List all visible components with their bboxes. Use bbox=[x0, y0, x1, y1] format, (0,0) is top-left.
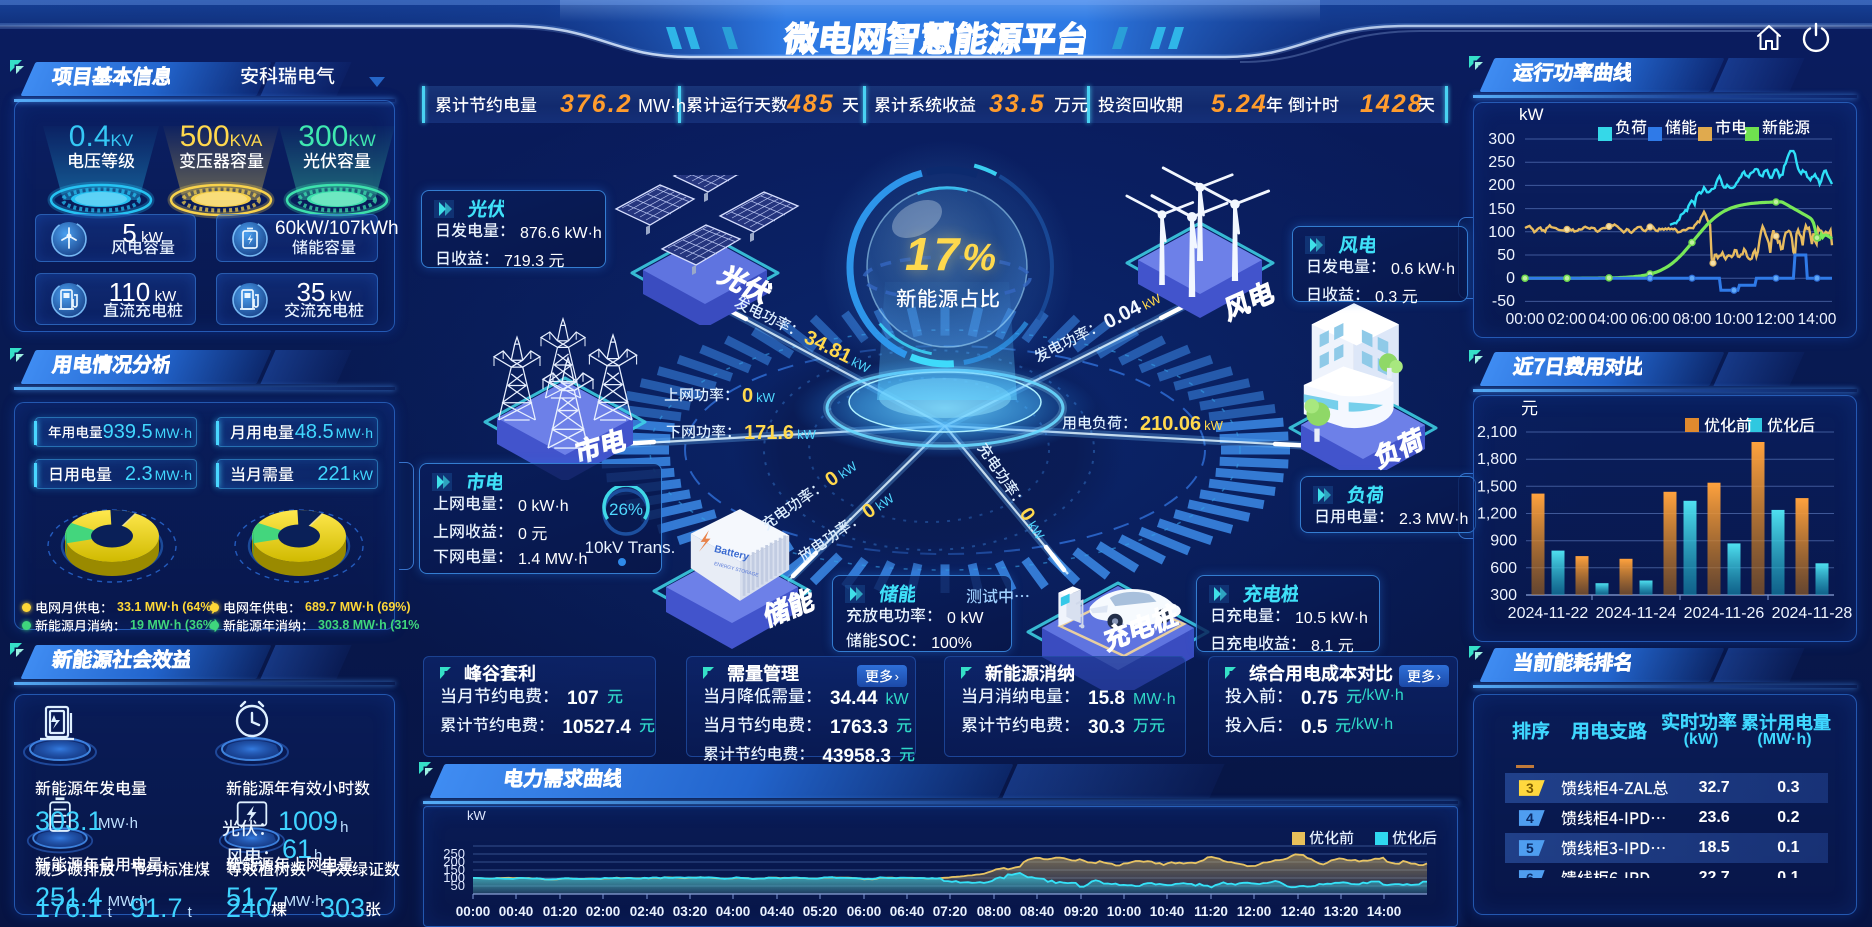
svg-text:04:00: 04:00 bbox=[716, 904, 751, 919]
svg-text:06:00: 06:00 bbox=[847, 904, 882, 919]
svg-text:元: 元 bbox=[1521, 399, 1538, 418]
svg-text:08:00: 08:00 bbox=[977, 904, 1012, 919]
svg-text:05:20: 05:20 bbox=[803, 904, 838, 919]
svg-text:06:00: 06:00 bbox=[1631, 311, 1670, 328]
svg-text:250: 250 bbox=[443, 846, 465, 861]
svg-text:6: 6 bbox=[1526, 870, 1534, 878]
svg-text:50: 50 bbox=[1497, 247, 1515, 264]
svg-text:2,100: 2,100 bbox=[1477, 424, 1517, 441]
svg-text:kW: kW bbox=[467, 808, 487, 823]
svg-text:10:00: 10:00 bbox=[1715, 311, 1754, 328]
svg-text:02:00: 02:00 bbox=[1548, 311, 1587, 328]
svg-text:250: 250 bbox=[1488, 154, 1515, 171]
svg-text:300: 300 bbox=[1488, 131, 1515, 148]
svg-text:1,500: 1,500 bbox=[1477, 478, 1517, 495]
svg-text:04:40: 04:40 bbox=[760, 904, 795, 919]
svg-text:02:40: 02:40 bbox=[630, 904, 665, 919]
svg-text:00:00: 00:00 bbox=[456, 904, 491, 919]
svg-text:600: 600 bbox=[1490, 560, 1517, 577]
svg-text:06:40: 06:40 bbox=[890, 904, 925, 919]
svg-text:01:20: 01:20 bbox=[543, 904, 578, 919]
svg-text:200: 200 bbox=[443, 854, 465, 869]
svg-text:1,800: 1,800 bbox=[1477, 451, 1517, 468]
svg-text:04:00: 04:00 bbox=[1589, 311, 1628, 328]
svg-text:02:00: 02:00 bbox=[586, 904, 621, 919]
svg-text:13:20: 13:20 bbox=[1324, 904, 1359, 919]
svg-text:2024-11-28: 2024-11-28 bbox=[1772, 605, 1853, 622]
svg-text:3: 3 bbox=[1526, 780, 1534, 796]
svg-text:03:20: 03:20 bbox=[673, 904, 708, 919]
svg-text:5: 5 bbox=[1526, 840, 1534, 856]
svg-text:150: 150 bbox=[1488, 201, 1515, 218]
svg-text:14:00: 14:00 bbox=[1367, 904, 1402, 919]
svg-text:200: 200 bbox=[1488, 177, 1515, 194]
svg-text:14:00: 14:00 bbox=[1798, 311, 1837, 328]
svg-text:00:00: 00:00 bbox=[1506, 311, 1545, 328]
svg-text:12:40: 12:40 bbox=[1281, 904, 1316, 919]
svg-text:0: 0 bbox=[1506, 270, 1515, 287]
svg-text:100: 100 bbox=[1488, 224, 1515, 241]
svg-text:12:00: 12:00 bbox=[1237, 904, 1272, 919]
svg-text:07:20: 07:20 bbox=[933, 904, 968, 919]
svg-text:300: 300 bbox=[1490, 587, 1517, 604]
svg-text:00:40: 00:40 bbox=[499, 904, 534, 919]
svg-text:12:00: 12:00 bbox=[1756, 311, 1795, 328]
svg-text:2024-11-26: 2024-11-26 bbox=[1684, 605, 1765, 622]
svg-text:150: 150 bbox=[443, 862, 465, 877]
svg-text:2024-11-24: 2024-11-24 bbox=[1596, 605, 1677, 622]
svg-text:-50: -50 bbox=[1492, 293, 1515, 310]
svg-text:50: 50 bbox=[451, 878, 465, 893]
svg-text:100: 100 bbox=[443, 870, 465, 885]
svg-text:10:00: 10:00 bbox=[1107, 904, 1142, 919]
svg-text:10:40: 10:40 bbox=[1150, 904, 1185, 919]
svg-text:08:00: 08:00 bbox=[1673, 311, 1712, 328]
svg-text:2024-11-22: 2024-11-22 bbox=[1508, 605, 1589, 622]
svg-text:11:20: 11:20 bbox=[1194, 904, 1228, 919]
svg-text:900: 900 bbox=[1490, 533, 1517, 550]
svg-text:4: 4 bbox=[1526, 810, 1534, 826]
svg-text:kW: kW bbox=[1519, 105, 1544, 124]
svg-text:1,200: 1,200 bbox=[1477, 506, 1517, 523]
svg-text:09:20: 09:20 bbox=[1064, 904, 1099, 919]
svg-text:08:40: 08:40 bbox=[1020, 904, 1055, 919]
